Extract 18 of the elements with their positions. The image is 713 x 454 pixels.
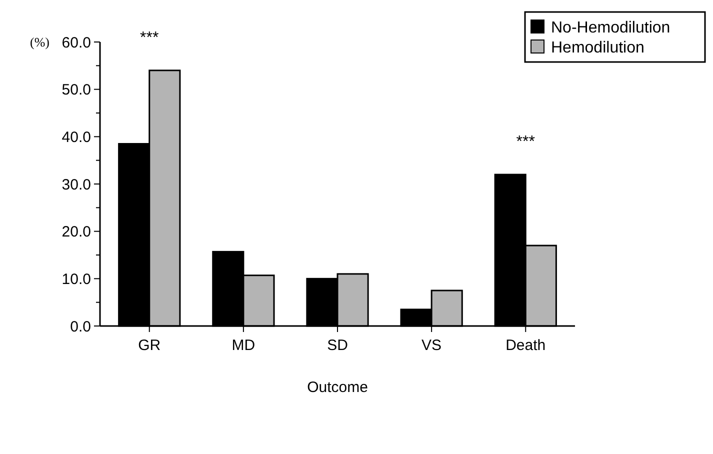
- y-tick-label: 0.0: [70, 318, 91, 336]
- y-tick-label: 10.0: [62, 270, 91, 288]
- x-tick-label: SD: [327, 337, 348, 354]
- y-tick-label: 40.0: [62, 128, 91, 146]
- y-axis-title: (%): [30, 34, 50, 50]
- legend-label: Hemodilution: [551, 40, 644, 57]
- y-tick-label: 20.0: [62, 224, 91, 241]
- y-tick-label: 60.0: [62, 34, 91, 52]
- x-tick-label: MD: [232, 337, 256, 354]
- y-tick-label: 50.0: [62, 82, 91, 99]
- x-tick-label: Death: [506, 337, 546, 354]
- y-tick-label: 30.0: [62, 176, 91, 194]
- annotation: ***: [516, 134, 535, 151]
- annotation: ***: [140, 29, 159, 46]
- x-tick-label: GR: [138, 337, 161, 354]
- x-axis-title: Outcome: [307, 379, 368, 396]
- legend-label: No-Hemodilution: [551, 20, 670, 37]
- x-tick-label: VS: [422, 337, 442, 354]
